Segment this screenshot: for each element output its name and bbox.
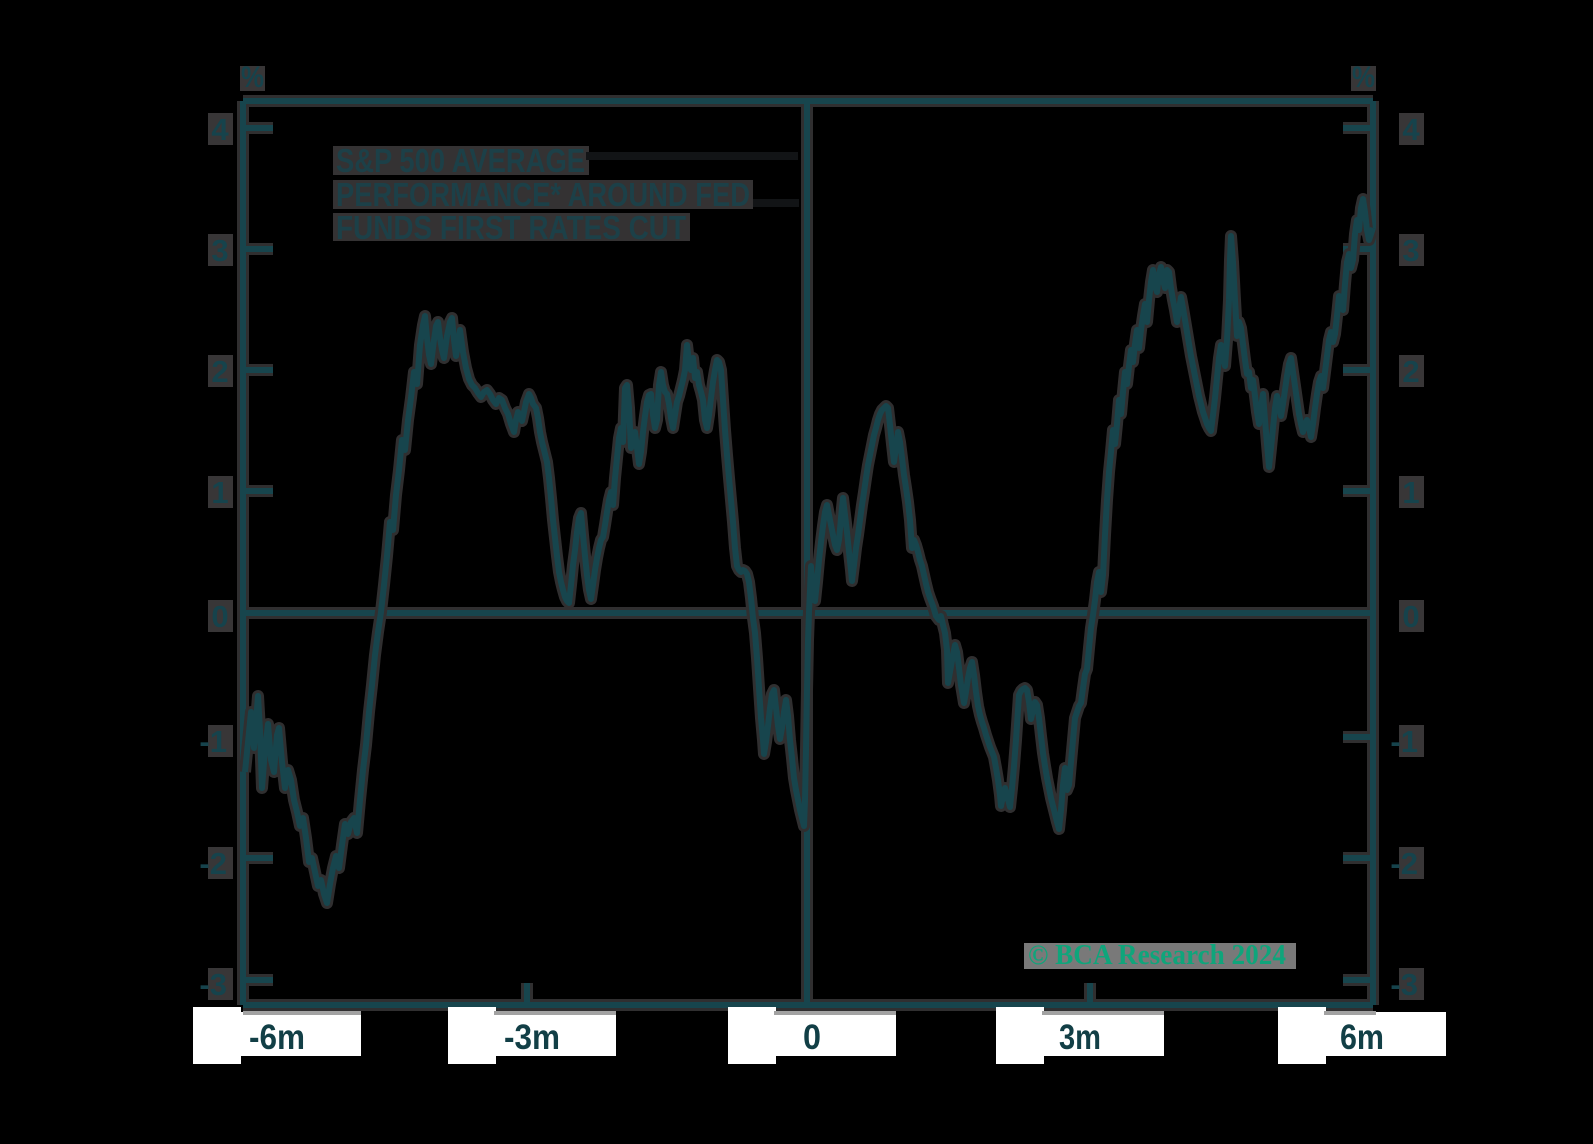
svg-text:3m: 3m	[1059, 1018, 1101, 1057]
svg-text:3: 3	[211, 233, 228, 268]
svg-text:-1: -1	[1390, 724, 1418, 759]
svg-text:0: 0	[803, 1018, 821, 1057]
svg-text:4: 4	[1402, 112, 1420, 147]
svg-text:-3m: -3m	[504, 1018, 560, 1057]
svg-text:1: 1	[211, 475, 228, 510]
svg-text:3: 3	[1402, 233, 1419, 268]
svg-text:-3: -3	[1390, 967, 1418, 1002]
svg-text:-2: -2	[199, 846, 227, 881]
svg-text:%: %	[1352, 61, 1375, 94]
svg-text:6m: 6m	[1340, 1018, 1384, 1057]
svg-text:© BCA Research 2024: © BCA Research 2024	[1028, 940, 1286, 971]
svg-text:-3: -3	[199, 967, 227, 1002]
svg-text:-1: -1	[199, 724, 227, 759]
svg-text:-2: -2	[1390, 846, 1418, 881]
svg-text:2: 2	[211, 354, 228, 389]
svg-text:FUNDS FIRST RATES CUT: FUNDS FIRST RATES CUT	[336, 209, 686, 246]
svg-text:0: 0	[1402, 599, 1419, 634]
svg-text:2: 2	[1402, 354, 1419, 389]
svg-text:4: 4	[211, 112, 229, 147]
svg-text:-6m: -6m	[249, 1018, 305, 1057]
svg-text:PERFORMANCE* AROUND FED: PERFORMANCE* AROUND FED	[336, 176, 750, 213]
svg-text:%: %	[241, 61, 264, 94]
svg-text:S&P 500 AVERAGE: S&P 500 AVERAGE	[336, 142, 585, 179]
svg-text:1: 1	[1402, 475, 1419, 510]
svg-text:0: 0	[211, 599, 228, 634]
